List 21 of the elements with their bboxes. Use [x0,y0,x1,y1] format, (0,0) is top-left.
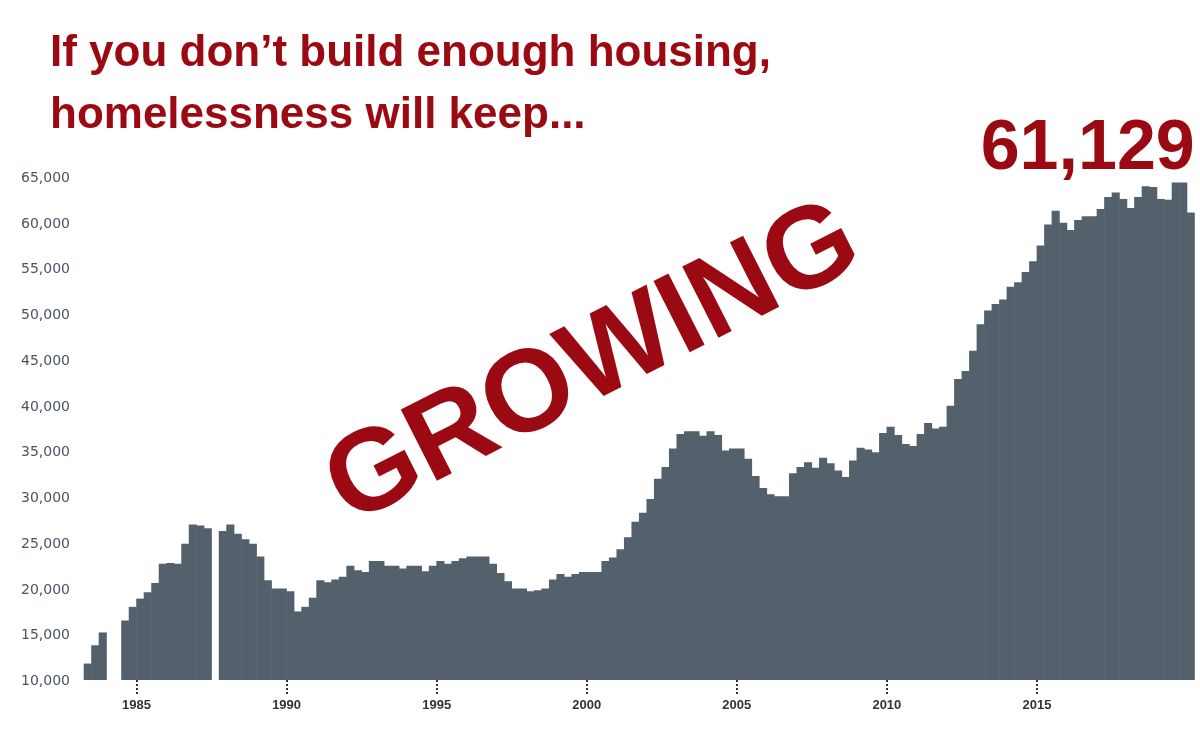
x-tick-label: 1990 [272,697,302,712]
y-tick-label: 45,000 [21,351,70,368]
y-tick-label: 40,000 [21,397,70,414]
x-tick-label: 2000 [572,697,602,712]
y-tick-label: 35,000 [21,443,70,460]
y-tick-label: 60,000 [21,214,70,231]
chart-title: If you don’t build enough housing, homelessness will keep... [50,25,771,137]
y-tick-label: 25,000 [21,534,70,551]
y-tick-label: 20,000 [21,580,70,597]
y-tick-label: 55,000 [21,260,70,277]
y-tick-label: 50,000 [21,306,70,323]
x-tick-label: 1985 [122,697,151,712]
x-tick-label: 2015 [1022,697,1052,712]
annotation: 61,129 [980,106,1195,185]
y-tick-label: 15,000 [21,626,70,643]
y-tick-label: 65,000 [21,169,70,185]
x-tick-label: 2010 [872,697,902,712]
x-tick-label: 1995 [422,697,452,712]
x-tick-label: 2005 [722,697,752,712]
y-tick-label: 30,000 [21,489,70,506]
y-tick-label: 10,000 [21,672,70,688]
